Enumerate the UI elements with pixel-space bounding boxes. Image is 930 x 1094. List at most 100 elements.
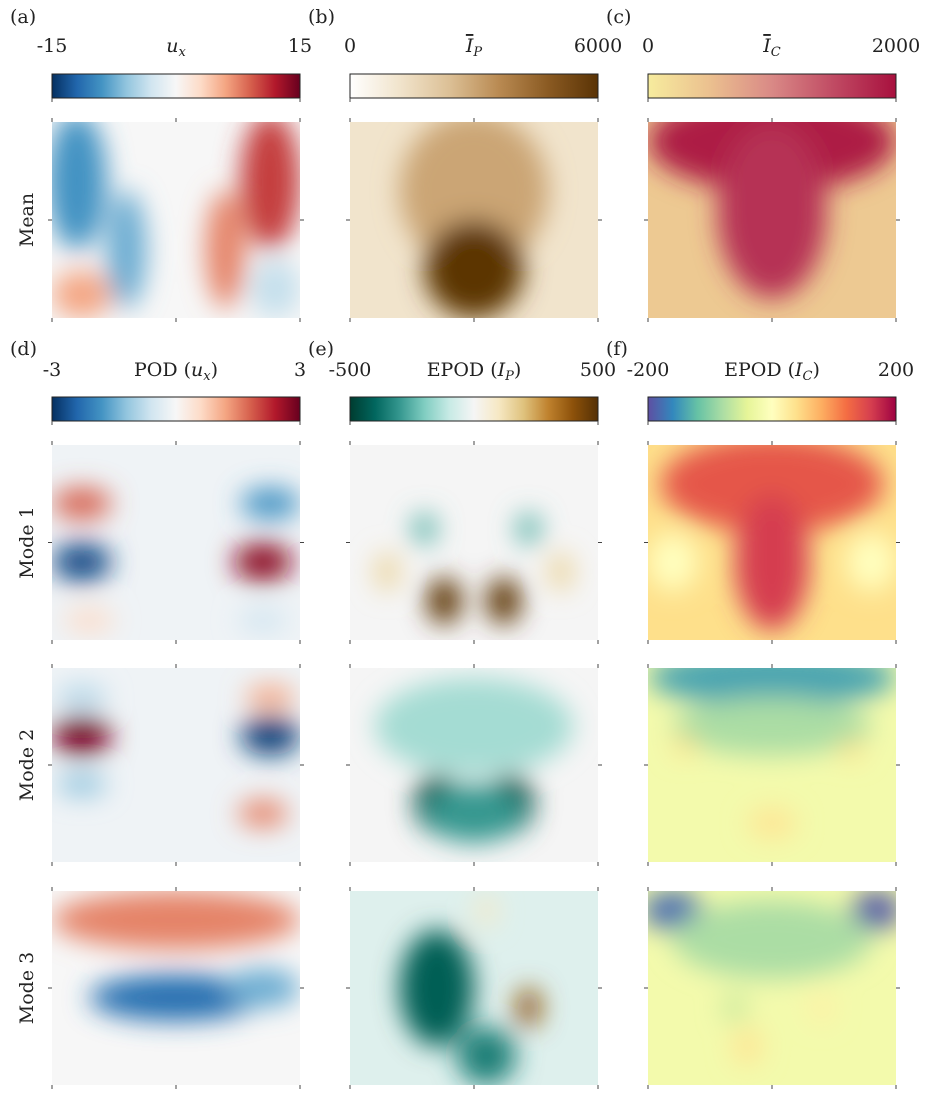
label-subscript: C [771,45,781,60]
field-feature [717,122,826,298]
field-feature [476,895,496,926]
field-feature [457,1027,517,1085]
colorbar [648,74,896,98]
field-feature [747,808,797,839]
field-background [350,445,598,640]
row-label: Mode 1 [16,506,38,578]
field-feature [424,220,523,318]
field-image [350,445,598,640]
field-feature [57,685,107,708]
colorbar-tick-label: -15 [37,35,68,57]
label-prefix: POD ( [134,359,191,381]
colorbar-tick-label: -200 [627,359,670,381]
colorbar-label: EPOD (IP) [427,359,522,384]
field-feature [52,891,300,949]
field-feature [839,740,864,759]
figure: (a)-1515ux(b)06000IP(c)02000IC(d)-33POD … [0,0,930,1094]
colorbar-tick-label: 0 [344,35,356,57]
field-feature [648,533,698,592]
label-prefix: EPOD ( [724,359,795,381]
colorbar-label: IC [762,35,781,60]
colorbar [350,74,598,98]
field-feature [424,784,523,842]
colorbar-label: POD (ux) [134,359,218,384]
field-feature [57,773,107,796]
field-image [350,668,598,862]
field-feature [240,717,300,756]
field-feature [673,736,698,755]
field-image [648,93,896,318]
field-feature [52,271,112,318]
field-feature [400,930,474,1046]
field-feature [206,191,246,309]
label-subscript: P [472,45,482,60]
field-feature [250,259,300,318]
colorbar-tick-label: 3 [294,359,306,381]
field-image [350,891,598,1085]
label-prefix: EPOD ( [427,359,498,381]
colorbar-tick-label: 15 [288,35,312,57]
field-feature [735,494,809,631]
colorbar [52,397,300,421]
label-symbol: u [191,359,203,381]
label-suffix: ) [211,359,218,381]
field-image [47,112,300,318]
colorbar-label: ux [166,35,186,60]
colorbar-tick-label: -500 [329,359,372,381]
field-image [52,445,300,640]
field-feature [47,112,107,249]
colorbar [52,74,300,98]
field-feature [516,988,541,1027]
field-feature [427,578,462,625]
field-feature [673,901,871,979]
field-feature [548,552,573,591]
field-image [648,435,896,640]
field-feature [233,543,293,582]
field-feature [52,488,112,519]
field-feature [238,800,288,827]
field-feature [64,609,114,632]
row-label: Mode 2 [16,729,38,801]
panel-label: (a) [10,6,36,28]
panel-label: (f) [606,338,628,360]
row-label: Mean [16,193,38,247]
label-subscript: x [178,45,186,60]
colorbar-tick-label: -3 [43,359,62,381]
field-feature [107,191,147,309]
colorbar-tick-label: 0 [642,35,654,57]
colorbar-label: EPOD (IC) [724,359,820,384]
field-feature [846,533,896,592]
field-feature [245,685,295,708]
label-suffix: ) [812,359,819,381]
row-label: Mode 3 [16,952,38,1024]
colorbar [648,397,896,421]
field-feature [375,678,573,775]
field-feature [809,992,834,1023]
colorbar-label: IP [465,35,483,60]
colorbar-tick-label: 6000 [574,35,622,57]
field-feature [516,513,541,544]
label-symbol: u [166,35,178,57]
field-feature [226,969,300,1008]
field-image [52,891,300,1085]
panel-label: (b) [308,6,335,28]
field-feature [412,513,437,544]
field-feature [238,609,288,632]
field-feature [486,578,521,625]
colorbar-tick-label: 2000 [872,35,920,57]
panel-label: (c) [606,6,631,28]
field-feature [732,1027,762,1066]
label-subscript: P [504,369,514,384]
panel-label: (e) [308,338,334,360]
field-feature [52,543,112,582]
panel-label: (d) [10,338,37,360]
field-image [52,668,300,862]
label-subscript: C [803,369,813,384]
field-image [350,112,598,318]
field-feature [240,112,300,249]
field-feature [240,488,300,519]
field-feature [375,552,400,591]
label-suffix: ) [514,359,521,381]
field-image [643,891,901,1085]
colorbar-tick-label: 500 [580,359,616,381]
